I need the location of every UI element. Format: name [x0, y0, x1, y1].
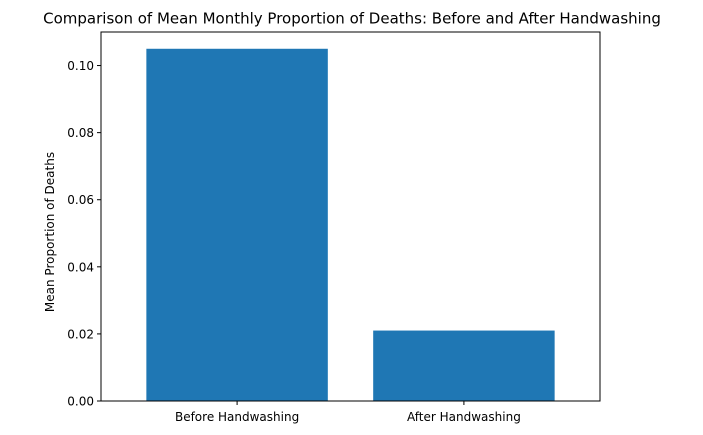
plot-frame [100, 31, 601, 402]
y-axis-label: Mean Proportion of Deaths [43, 152, 57, 312]
y-tick-label: 0.00 [67, 395, 94, 409]
y-tick-label: 0.04 [67, 260, 94, 274]
y-axis: 0.00 0.02 0.04 0.06 0.08 0.10 [67, 59, 101, 409]
y-tick-label: 0.02 [67, 327, 94, 341]
bar-1 [373, 330, 555, 401]
y-tick-label: 0.06 [67, 193, 94, 207]
y-tick-label: 0.10 [67, 59, 94, 73]
bar-0 [146, 48, 328, 401]
x-tick-label: Before Handwashing [175, 410, 299, 424]
x-axis: Before Handwashing After Handwashing [175, 401, 521, 424]
y-tick-label: 0.08 [67, 126, 94, 140]
chart-title: Comparison of Mean Monthly Proportion of… [43, 10, 661, 28]
bars-layer [146, 48, 555, 401]
x-tick-label: After Handwashing [407, 410, 521, 424]
